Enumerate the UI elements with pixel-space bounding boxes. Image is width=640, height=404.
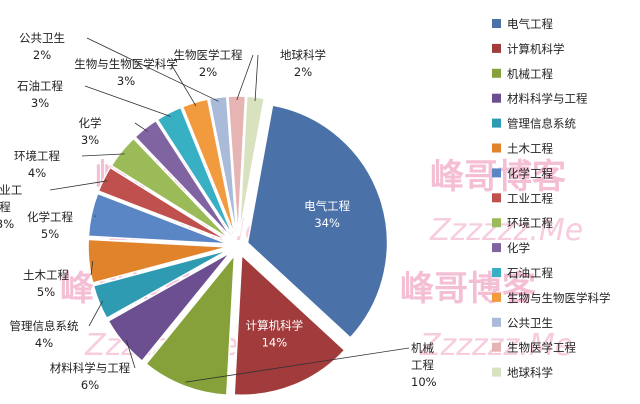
legend-label-2: 计算机科学 <box>507 42 565 56</box>
data-label-2: 计算机科学 14% <box>246 319 304 350</box>
pie-slice-7 <box>87 192 229 245</box>
data-label-9: 环境工程 4% <box>14 149 60 180</box>
data-labels: 电气工程 34% 计算机科学 14% 机械工程 10% 材料科学与工程 6% 管理信息系统 4% 土… <box>0 31 437 392</box>
leader-line-8 <box>49 180 108 191</box>
pie-slice-12 <box>181 98 236 237</box>
pie-slice-14 <box>227 95 247 237</box>
legend-swatch-5 <box>492 118 501 128</box>
data-label-4: 材料科学与工程 6% <box>50 361 131 392</box>
leader-line-10 <box>134 122 148 132</box>
legend-swatch-4 <box>492 93 501 103</box>
legend-label-8: 工业工程 <box>507 191 553 205</box>
legend-label-5: 管理信息系统 <box>507 117 576 131</box>
legend-label-15: 地球科学 <box>507 366 553 380</box>
legend-swatch-8 <box>492 193 501 203</box>
data-label-14: 生物医学工程 2% <box>174 48 243 79</box>
legend-swatch-10 <box>492 243 501 253</box>
legend-swatch-11 <box>492 268 501 277</box>
legend-label-9: 环境工程 <box>507 216 553 230</box>
leader-line-11 <box>84 85 171 117</box>
legend-label-14: 生物医学工程 <box>507 341 576 355</box>
leader-line-15 <box>254 54 259 102</box>
leader-line-12 <box>170 63 197 107</box>
data-label-11: 石油工程 3% <box>17 79 63 110</box>
leader-line-4 <box>125 339 136 369</box>
wm-url-2: Zzzzzz.Me <box>429 213 583 248</box>
data-label-6: 土木工程 5% <box>23 268 69 299</box>
legend-swatch-3 <box>492 68 501 78</box>
legend-label-12: 生物与生物医学科学 <box>507 291 611 305</box>
pie-slice-11 <box>156 106 235 238</box>
data-label-10: 化学 3% <box>79 116 102 147</box>
pie-slices <box>87 95 389 397</box>
pie-slice-2 <box>233 253 346 397</box>
pie-slice-6 <box>87 238 229 284</box>
leader-lines <box>49 37 410 383</box>
legend-swatch-9 <box>492 218 501 228</box>
legend-swatch-1 <box>492 19 501 28</box>
legend-label-1: 电气工程 <box>507 17 553 31</box>
legend-swatch-12 <box>492 292 501 302</box>
data-label-1: 电气工程 34% <box>304 199 350 230</box>
pie-slice-9 <box>110 137 231 241</box>
legend: 电气工程计算机科学机械工程材料科学与工程管理信息系统土木工程化学工程工业工程环境… <box>492 17 611 380</box>
legend-swatch-14 <box>492 342 501 352</box>
legend-swatch-2 <box>492 43 501 53</box>
leader-line-3 <box>185 347 410 383</box>
leader-line-14 <box>236 54 254 101</box>
legend-label-10: 化学 <box>507 241 530 255</box>
data-label-8: 工业工程3% <box>0 183 22 231</box>
data-label-5: 管理信息系统 4% <box>10 319 79 350</box>
legend-swatch-6 <box>492 143 501 153</box>
leader-line-6 <box>90 260 94 276</box>
legend-swatch-15 <box>492 367 501 377</box>
leader-line-9 <box>81 153 125 157</box>
data-label-7: 化学工程 5% <box>27 210 73 241</box>
legend-swatch-13 <box>492 317 501 327</box>
legend-label-3: 机械工程 <box>507 67 553 81</box>
data-label-13: 公共卫生 2% <box>19 31 65 62</box>
legend-label-11: 石油工程 <box>507 266 553 280</box>
pie-slice-8 <box>97 166 230 243</box>
leader-line-13 <box>86 37 219 102</box>
data-label-3: 机械工程 10% <box>411 341 437 389</box>
legend-swatch-7 <box>492 168 501 178</box>
pie-slice-5 <box>92 249 230 320</box>
legend-label-4: 材料科学与工程 <box>507 92 588 106</box>
pie-slice-13 <box>208 95 238 237</box>
leader-line-5 <box>88 300 104 327</box>
data-label-12: 生物与生物医学科学 3% <box>74 57 178 88</box>
pie-slice-4 <box>107 251 231 363</box>
pie-slice-3 <box>145 253 236 396</box>
legend-label-13: 公共卫生 <box>507 316 553 330</box>
wm-brand-4: 峰哥博客 <box>400 269 536 309</box>
data-label-15: 地球科学 2% <box>280 48 326 79</box>
pie-slice-1 <box>246 104 389 339</box>
legend-label-6: 土木工程 <box>507 142 553 156</box>
pie-slice-10 <box>134 119 233 239</box>
legend-label-7: 化学工程 <box>507 166 553 180</box>
